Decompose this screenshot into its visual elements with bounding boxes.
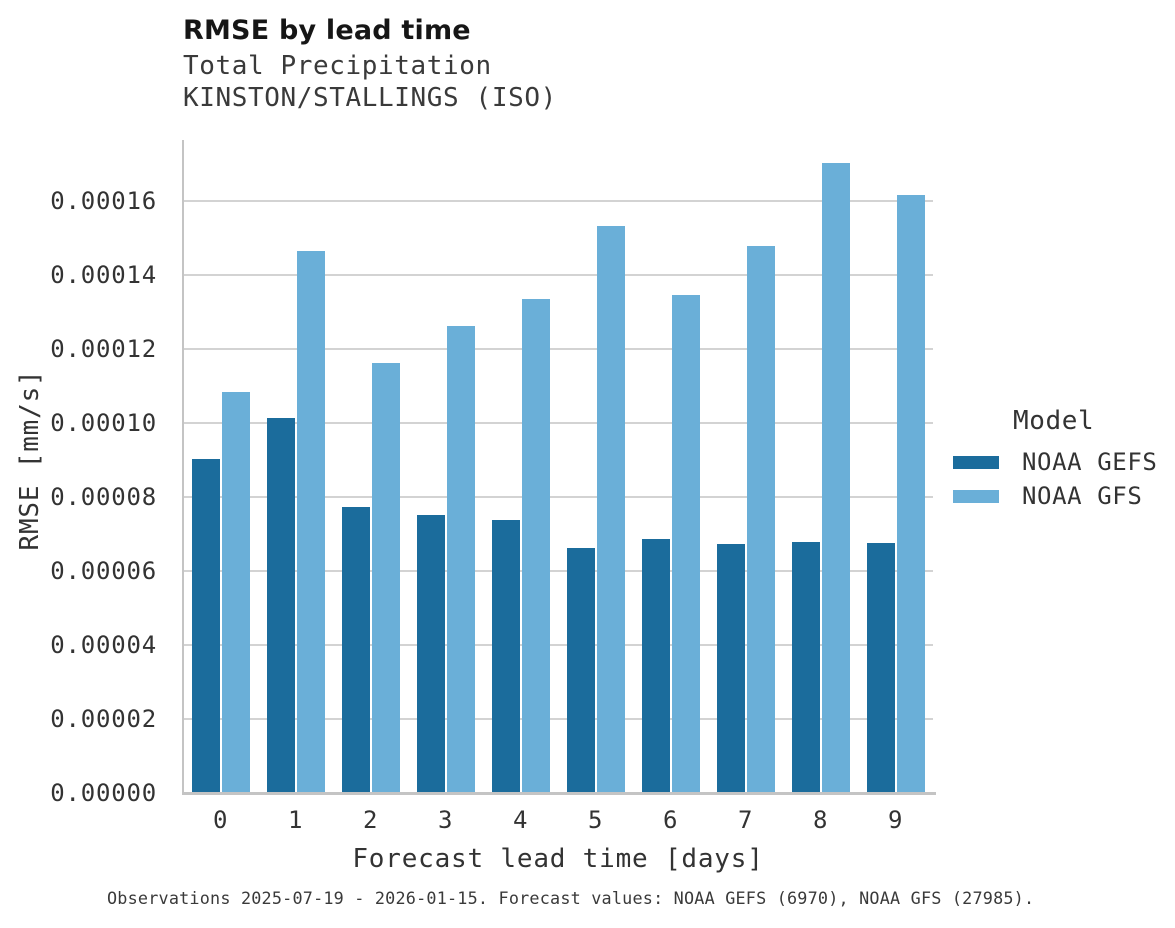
gridline [184, 644, 933, 646]
bar-noaa-gfs-day-1 [296, 250, 325, 793]
bar-noaa-gefs-day-2 [341, 507, 370, 793]
bar-noaa-gefs-day-6 [641, 538, 670, 793]
gridline [184, 274, 933, 276]
x-tick-label: 7 [738, 806, 753, 834]
y-tick-label: 0.00008 [50, 483, 157, 511]
bar-noaa-gfs-day-8 [821, 162, 850, 793]
gridline [184, 422, 933, 424]
y-axis-line [182, 140, 184, 793]
bar-noaa-gefs-day-9 [866, 542, 895, 793]
bar-noaa-gefs-day-7 [716, 544, 745, 793]
gridline [184, 348, 933, 350]
gridline [184, 496, 933, 498]
y-axis-title: RMSE [mm/s] [15, 369, 45, 551]
y-tick-label: 0.00000 [50, 779, 157, 807]
legend-swatch-noaa-gefs [953, 455, 999, 469]
bar-noaa-gfs-day-3 [446, 325, 475, 793]
y-tick-label: 0.00004 [50, 631, 157, 659]
bar-noaa-gefs-day-8 [791, 541, 820, 793]
bar-noaa-gefs-day-3 [416, 514, 445, 793]
y-tick-label: 0.00006 [50, 557, 157, 585]
x-tick-label: 0 [213, 806, 228, 834]
y-tick-label: 0.00002 [50, 705, 157, 733]
x-tick-label: 2 [363, 806, 378, 834]
x-tick-label: 1 [288, 806, 303, 834]
footer-caption: Observations 2025-07-19 - 2026-01-15. Fo… [107, 888, 1035, 908]
bar-noaa-gefs-day-1 [266, 418, 295, 793]
legend-item-noaa-gefs: NOAA GEFS [953, 445, 1157, 479]
legend-label: NOAA GEFS [1022, 448, 1158, 476]
gridline [184, 200, 933, 202]
bar-noaa-gefs-day-5 [566, 547, 595, 793]
gridline [184, 570, 933, 572]
bar-noaa-gefs-day-0 [191, 459, 220, 793]
x-tick-label: 9 [888, 806, 903, 834]
bar-noaa-gfs-day-9 [896, 195, 925, 793]
legend-title: Model [1013, 406, 1095, 436]
y-tick-label: 0.00010 [50, 409, 157, 437]
x-tick-label: 4 [513, 806, 528, 834]
x-tick-label: 3 [438, 806, 453, 834]
bar-noaa-gfs-day-6 [671, 295, 700, 793]
chart-subtitle-station: KINSTON/STALLINGS (ISO) [183, 83, 557, 113]
x-tick-label: 6 [663, 806, 678, 834]
y-tick-label: 0.00012 [50, 335, 157, 363]
bar-noaa-gfs-day-0 [221, 392, 250, 793]
chart-subtitle-variable: Total Precipitation [183, 51, 492, 81]
x-tick-label: 8 [813, 806, 828, 834]
y-tick-label: 0.00016 [50, 187, 157, 215]
y-tick-label: 0.00014 [50, 261, 157, 289]
chart-title: RMSE by lead time [183, 15, 471, 46]
legend-label: NOAA GFS [1022, 482, 1143, 510]
legend-item-noaa-gfs: NOAA GFS [953, 479, 1142, 513]
legend-swatch-noaa-gfs [953, 489, 999, 503]
x-axis-title: Forecast lead time [days] [352, 844, 764, 874]
bar-noaa-gfs-day-7 [746, 246, 775, 793]
x-tick-label: 5 [588, 806, 603, 834]
bar-noaa-gfs-day-4 [521, 298, 550, 793]
bar-noaa-gfs-day-2 [371, 363, 400, 793]
bar-noaa-gefs-day-4 [491, 520, 520, 793]
gridline [184, 718, 933, 720]
x-axis-line [182, 792, 936, 795]
bar-noaa-gfs-day-5 [596, 225, 625, 793]
